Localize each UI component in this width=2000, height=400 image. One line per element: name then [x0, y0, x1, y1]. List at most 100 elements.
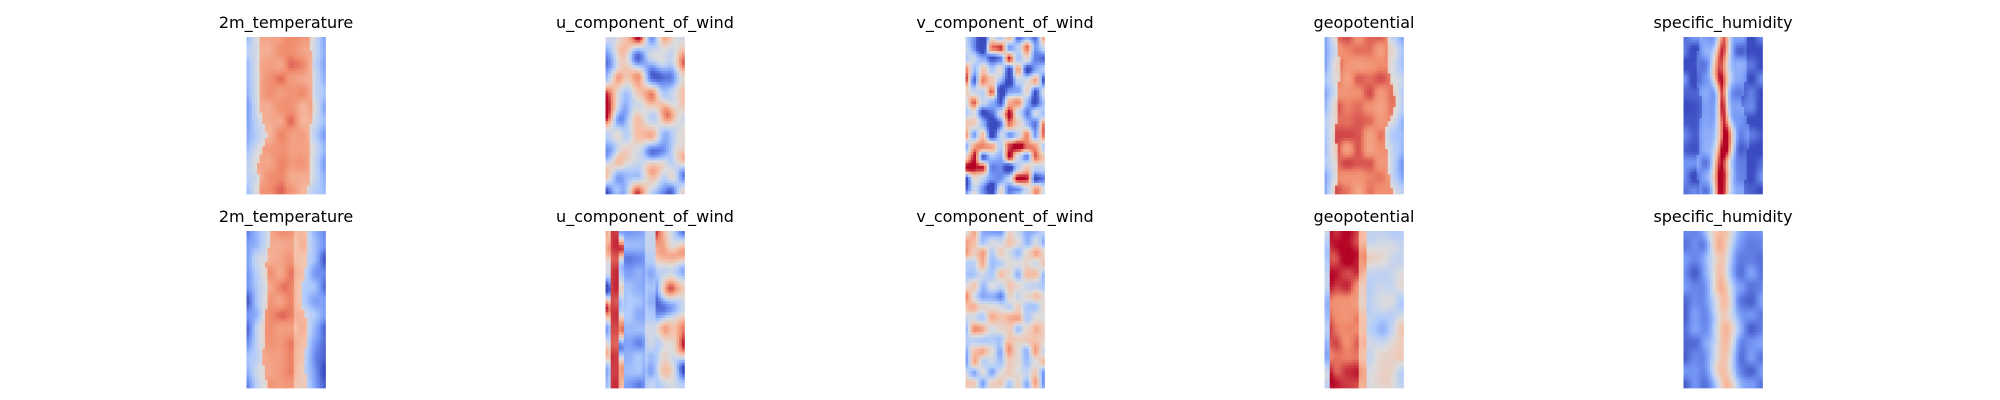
heatmap-cell — [254, 157, 258, 161]
heatmap-cell — [299, 79, 303, 83]
heatmap-cell — [663, 182, 667, 186]
heatmap-cell — [991, 56, 995, 60]
heatmap-cell — [1031, 151, 1035, 156]
heatmap-cell — [270, 59, 274, 63]
heatmap-cell — [1018, 171, 1022, 175]
heatmap-cell — [637, 56, 641, 60]
heatmap-cell — [621, 81, 625, 86]
heatmap-cell — [249, 73, 253, 77]
heatmap-cell — [293, 104, 297, 108]
heatmap-cell — [291, 174, 295, 178]
heatmap-cell — [618, 157, 622, 161]
heatmap-cell — [618, 42, 622, 46]
heatmap-cell — [270, 37, 274, 41]
heatmap-cell — [286, 90, 289, 94]
heatmap-cell — [280, 101, 284, 105]
heatmap-cell — [1005, 59, 1008, 63]
heatmap-cell — [655, 101, 659, 105]
heatmap-cell — [671, 132, 675, 136]
heatmap-cell — [610, 160, 614, 164]
heatmap-cell — [629, 109, 633, 114]
heatmap-cell — [301, 53, 305, 57]
heatmap-cell — [1018, 45, 1022, 49]
heatmap-cell — [973, 51, 977, 55]
heatmap-cell — [246, 118, 250, 122]
heatmap-cell — [288, 48, 292, 52]
heatmap-cell — [989, 59, 993, 63]
heatmap-cell — [1039, 165, 1043, 170]
heatmap-cell — [286, 151, 289, 156]
heatmap-cell — [613, 76, 617, 80]
heatmap-cell — [283, 93, 287, 97]
heatmap-cell — [637, 165, 641, 170]
heatmap-cell — [997, 81, 1001, 86]
heatmap-cell — [309, 73, 313, 77]
heatmap-cell — [965, 53, 969, 57]
heatmap-cell — [983, 140, 987, 144]
heatmap-cell — [994, 98, 998, 102]
heatmap-cell — [616, 171, 620, 175]
heatmap-cell — [246, 135, 250, 139]
heatmap-cell — [286, 121, 289, 125]
heatmap-cell — [1033, 149, 1037, 153]
heatmap-cell — [681, 65, 685, 69]
heatmap-cell — [1041, 135, 1045, 139]
heatmap-cell — [658, 126, 662, 130]
heatmap-cell — [1020, 126, 1024, 130]
heatmap-cell — [1031, 123, 1035, 128]
heatmap-cell — [642, 65, 646, 69]
heatmap-cell — [647, 140, 651, 144]
heatmap-cell — [663, 56, 667, 60]
heatmap-cell — [249, 163, 253, 167]
heatmap-cell — [293, 151, 297, 156]
heatmap-cell — [301, 39, 305, 43]
heatmap-cell — [262, 101, 266, 105]
heatmap-cell — [1033, 112, 1037, 116]
heatmap-cell — [973, 115, 977, 119]
heatmap-cell — [314, 129, 318, 133]
heatmap-cell — [671, 118, 675, 122]
heatmap-cell — [283, 73, 287, 77]
heatmap-cell — [655, 39, 659, 43]
heatmap-cell — [605, 191, 609, 195]
heatmap-cell — [262, 65, 266, 69]
heatmap-cell — [626, 177, 630, 181]
heatmap-cell — [249, 112, 253, 116]
heatmap-cell — [668, 146, 672, 150]
heatmap-cell — [299, 163, 303, 167]
heatmap-cell — [280, 163, 284, 167]
heatmap-cell — [320, 143, 324, 147]
heatmap-cell — [1036, 59, 1040, 63]
heatmap-cell — [676, 79, 680, 83]
heatmap-cell — [1020, 146, 1024, 150]
heatmap-cell — [679, 87, 683, 91]
heatmap-cell — [264, 143, 268, 147]
heatmap-cell — [623, 48, 627, 52]
heatmap-cell — [991, 154, 995, 158]
heatmap-cell — [986, 115, 990, 119]
heatmap-cell — [262, 37, 266, 41]
heatmap-cell — [681, 73, 685, 77]
heatmap-cell — [983, 42, 987, 46]
heatmap-cell — [1012, 84, 1016, 88]
heatmap-cell — [634, 137, 638, 142]
heatmap-cell — [973, 73, 977, 77]
heatmap-cell — [991, 90, 995, 94]
heatmap-cell — [320, 146, 324, 150]
heatmap-cell — [613, 81, 617, 86]
heatmap-cell — [249, 143, 253, 147]
heatmap-cell — [322, 165, 326, 170]
heatmap-cell — [1020, 179, 1024, 184]
heatmap-cell — [307, 59, 311, 63]
heatmap-cell — [666, 104, 670, 108]
heatmap-cell — [312, 179, 316, 184]
heatmap-cell — [1026, 107, 1030, 111]
heatmap-cell — [634, 168, 638, 172]
heatmap-cell — [283, 191, 287, 195]
heatmap-cell — [1023, 70, 1027, 74]
heatmap-cell — [254, 182, 258, 186]
heatmap-cell — [634, 53, 638, 57]
heatmap-cell — [968, 140, 972, 144]
heatmap-cell — [286, 53, 289, 57]
heatmap-cell — [1002, 76, 1006, 80]
